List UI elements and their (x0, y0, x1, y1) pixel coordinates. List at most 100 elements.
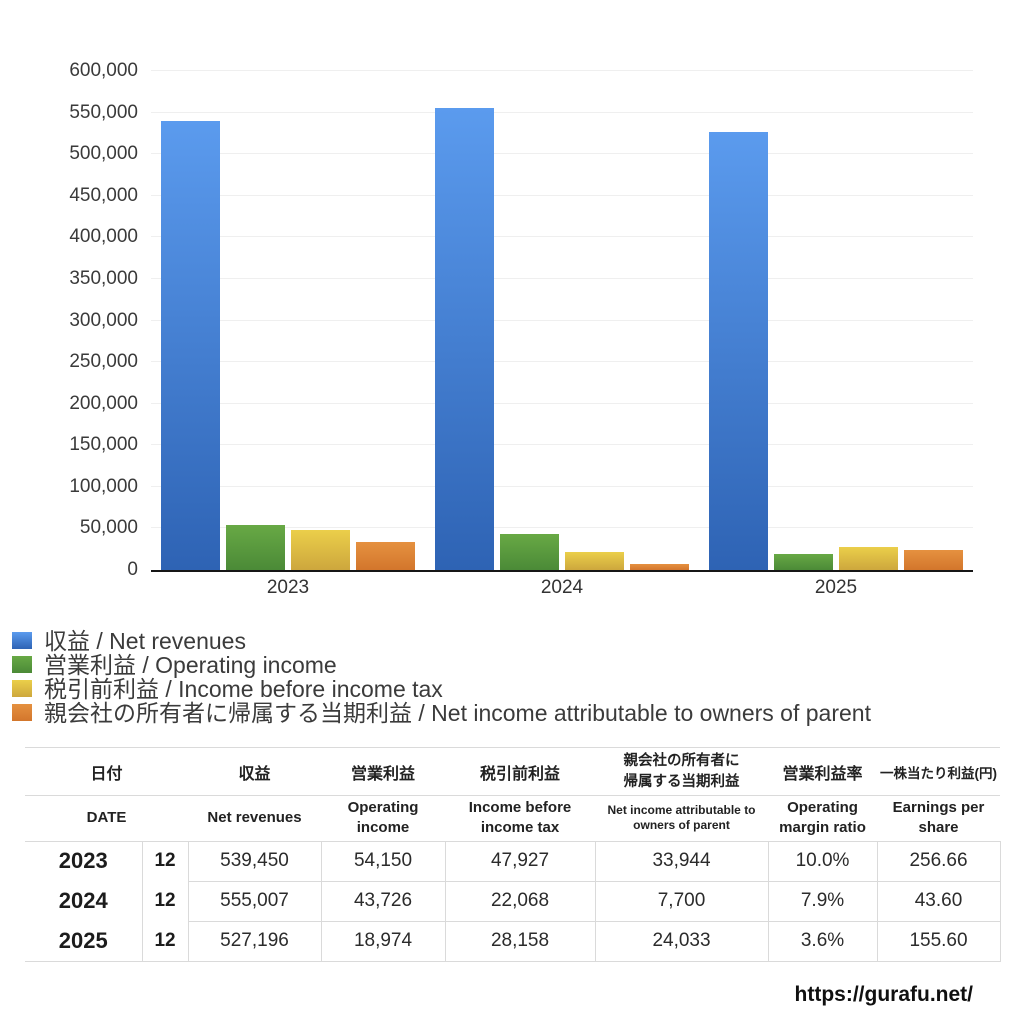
chart-bar (629, 563, 689, 570)
gridline (151, 111, 973, 113)
y-axis-tick-label: 500,000 (69, 143, 138, 165)
legend-item: 税引前利益 / Income before income tax (12, 677, 871, 701)
financial-table-wrap: 日付 収益 営業利益 税引前利益 親会社の所有者に 帰属する当期利益 営業利益率 一株当たり… (25, 747, 1001, 962)
gridline (151, 527, 973, 529)
gridline (151, 485, 973, 487)
legend-swatch (12, 632, 32, 649)
chart-bar (355, 541, 415, 570)
chart-bar (903, 550, 963, 570)
gridline (151, 361, 973, 363)
gridline (151, 319, 973, 321)
x-axis-label: 2025 (814, 577, 858, 598)
table-row: 2023 12 539,450 54,150 47,927 33,944 10.0% 256.… (25, 841, 1001, 882)
chart-bar (500, 533, 560, 570)
legend-label: 親会社の所有者に帰属する当期利益 / Net income attributab… (44, 700, 871, 726)
legend-item: 営業利益 / Operating income (12, 653, 871, 677)
table-header-cell: Operating margin ratio (768, 795, 878, 842)
table-header-row-jp: 日付 収益 営業利益 税引前利益 親会社の所有者に 帰属する当期利益 営業利益率 一株当たり… (25, 747, 1001, 796)
footer: https://gurafu.net/ (795, 983, 973, 1007)
gridline (151, 402, 973, 404)
table-header-cell: DATE (25, 795, 189, 842)
table-header-cell: Net revenues (188, 795, 322, 842)
table-header-cell: Net income attributable to owners of par… (595, 795, 769, 842)
chart-bar (226, 525, 286, 570)
table-value-cell: 256.66 (877, 841, 1001, 882)
footer-url[interactable]: https://gurafu.net/ (794, 983, 973, 1006)
table-header-cell: 営業利益率 (768, 747, 878, 796)
gridline (151, 277, 973, 279)
legend-label: 税引前利益 / Income before income tax (44, 676, 443, 702)
gridline (151, 194, 973, 196)
table-value-cell: 24,033 (595, 921, 769, 962)
table-value-cell: 155.60 (877, 921, 1001, 962)
gridline (151, 70, 973, 71)
table-value-cell: 7.9% (768, 881, 878, 922)
chart-legend: 収益 / Net revenues 営業利益 / Operating income… (12, 629, 871, 725)
table-year-cell: 2023 (25, 841, 143, 881)
table-year-cell: 2025 (25, 921, 143, 962)
chart-bar (435, 108, 495, 570)
table-value-cell: 10.0% (768, 841, 878, 882)
chart-bar (774, 554, 834, 570)
bar-chart: 0 50,000 100,000 150,000 200,000 250,000 300,0… (69, 60, 973, 598)
table-value-cell: 555,007 (188, 881, 322, 922)
chart-bar (161, 121, 221, 570)
table-header-cell: 親会社の所有者に 帰属する当期利益 (595, 747, 769, 796)
legend-label: 営業利益 / Operating income (44, 652, 337, 678)
y-axis-tick-label: 350,000 (69, 267, 138, 289)
legend-swatch (12, 656, 32, 673)
table-month-cell: 12 (142, 921, 189, 962)
table-value-cell: 43,726 (321, 881, 446, 922)
chart-bar (564, 551, 624, 570)
table-header-cell: 収益 (188, 747, 322, 796)
table-value-cell: 28,158 (445, 921, 596, 962)
legend-item: 収益 / Net revenues (12, 629, 871, 653)
legend-item: 親会社の所有者に帰属する当期利益 / Net income attributab… (12, 701, 871, 725)
table-month-cell: 12 (142, 841, 189, 881)
chart-bar (709, 131, 769, 570)
chart-bar (290, 530, 350, 570)
table-header-row-en: DATE Net revenues Operating income Income b… (25, 795, 1001, 842)
table-header-cell: Income before income tax (445, 795, 596, 842)
table-value-cell: 527,196 (188, 921, 322, 962)
y-axis-tick-label: 550,000 (69, 101, 138, 123)
x-axis-label: 2023 (266, 577, 310, 598)
y-axis-tick-label: 200,000 (69, 392, 138, 414)
y-axis-tick-label: 600,000 (69, 60, 138, 81)
table-value-cell: 47,927 (445, 841, 596, 882)
table-value-cell: 3.6% (768, 921, 878, 962)
table-month-cell: 12 (142, 881, 189, 921)
legend-swatch (12, 704, 32, 721)
x-axis-label: 2024 (540, 577, 584, 598)
table-value-cell: 54,150 (321, 841, 446, 882)
table-header-cell: 税引前利益 (445, 747, 596, 796)
gridline (151, 236, 973, 238)
table-year-cell: 2024 (25, 881, 143, 921)
y-axis-tick-label: 150,000 (69, 434, 138, 456)
table-value-cell: 33,944 (595, 841, 769, 882)
chart-plot-area (151, 70, 973, 572)
y-axis-tick-label: 0 (127, 559, 138, 580)
table-header-cell: 営業利益 (321, 747, 446, 796)
table-header-cell: Earnings per share (877, 795, 1001, 842)
table-value-cell: 22,068 (445, 881, 596, 922)
table-value-cell: 43.60 (877, 881, 1001, 922)
table-header-cell: Operating income (321, 795, 446, 842)
gridline (151, 153, 973, 155)
y-axis-tick-label: 50,000 (79, 517, 138, 539)
y-axis-tick-label: 450,000 (69, 184, 138, 206)
table-value-cell: 7,700 (595, 881, 769, 922)
legend-swatch (12, 680, 32, 697)
gridline (151, 444, 973, 446)
chart-bar (838, 546, 898, 570)
table-header-cell: 日付 (25, 747, 189, 796)
table-value-cell: 539,450 (188, 841, 322, 882)
table-row: 2024 12 555,007 43,726 22,068 7,700 7.9% 43.60 (25, 881, 1001, 922)
y-axis-tick-label: 300,000 (69, 309, 138, 331)
y-axis-tick-label: 400,000 (69, 226, 138, 248)
y-axis-tick-label: 250,000 (69, 351, 138, 373)
legend-label: 収益 / Net revenues (44, 628, 246, 654)
table-header-cell: 一株当たり利益(円) (877, 747, 1001, 796)
financial-table: 日付 収益 営業利益 税引前利益 親会社の所有者に 帰属する当期利益 営業利益率 一株当たり… (25, 747, 1001, 962)
table-value-cell: 18,974 (321, 921, 446, 962)
